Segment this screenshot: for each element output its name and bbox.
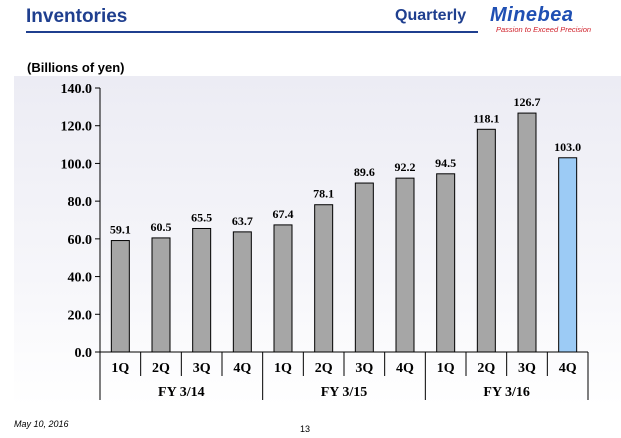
y-tick-label: 0.0 [75,346,93,361]
data-label: 118.1 [473,111,499,125]
data-label: 94.5 [435,156,456,170]
group-label: FY 3/14 [158,385,205,400]
logo-name: Minebea [490,4,574,26]
data-label: 89.6 [354,165,375,179]
y-tick-label: 100.0 [61,157,93,172]
data-label: 60.5 [151,220,172,234]
bar [395,177,415,353]
x-tick-label: 2Q [477,361,495,376]
bar [314,204,334,353]
x-tick-label: 3Q [355,361,373,376]
bar [192,227,212,353]
x-tick-label: 2Q [315,361,333,376]
data-label: 67.4 [273,207,294,221]
y-axis-unit-label: (Billions of yen) [27,60,125,75]
group-label: FY 3/15 [321,385,368,400]
y-tick-label: 60.0 [68,233,93,248]
slide-header: Inventories Quarterly Minebea Passion to… [0,0,621,40]
y-tick-label: 40.0 [68,271,93,286]
x-tick-label: 2Q [152,361,170,376]
y-tick-label: 20.0 [68,308,93,323]
group-label: FY 3/16 [483,385,530,400]
bar [436,173,456,353]
data-label: 92.2 [395,160,416,174]
footer-date: May 10, 2016 [14,419,69,429]
bar [354,182,374,353]
bar [517,112,537,353]
x-tick-label: 1Q [274,361,292,376]
bar [110,240,130,353]
x-tick-label: 1Q [111,361,129,376]
bar [558,157,578,353]
bar [151,237,171,353]
company-logo: Minebea Passion to Exceed Precision [490,4,615,38]
x-tick-label: 3Q [518,361,536,376]
data-label: 103.0 [554,140,581,154]
x-tick-label: 4Q [396,361,414,376]
x-tick-label: 1Q [437,361,455,376]
bar [232,231,252,353]
data-label: 78.1 [313,187,334,201]
x-tick-label: 4Q [233,361,251,376]
data-label: 126.7 [514,95,541,109]
x-tick-label: 4Q [559,361,577,376]
y-tick-label: 80.0 [68,195,93,210]
title-underline [26,31,478,33]
bar [476,128,496,353]
y-tick-label: 140.0 [61,82,93,97]
logo-tagline: Passion to Exceed Precision [496,25,592,34]
data-label: 65.5 [191,210,212,224]
data-label: 63.7 [232,214,253,228]
x-tick-label: 3Q [193,361,211,376]
page-title: Inventories [26,6,128,27]
page-number: 13 [300,424,311,434]
bar [273,224,293,353]
period-label: Quarterly [395,7,467,24]
y-tick-label: 120.0 [61,120,93,135]
data-label: 59.1 [110,223,131,237]
